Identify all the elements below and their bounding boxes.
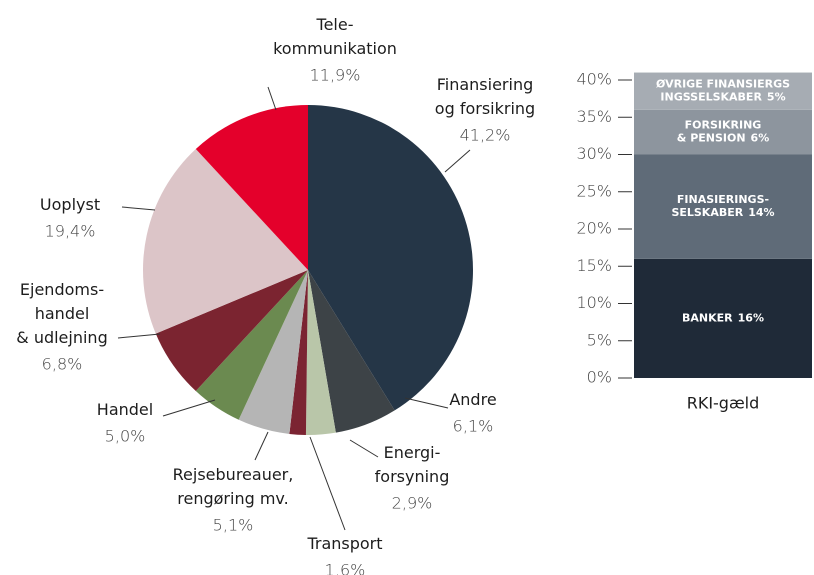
- bar-segment: [634, 72, 812, 110]
- slice-value: 1.6%: [325, 561, 366, 575]
- slice-label: Tele-kommunikation: [273, 15, 397, 58]
- pie-slice: [238, 270, 308, 434]
- y-tick-label: 10%: [576, 293, 612, 312]
- y-tick-label: 20%: [576, 219, 612, 238]
- leader-line: [254, 431, 269, 461]
- y-tick-label: 0%: [587, 368, 612, 387]
- slice-label: Transport: [306, 534, 382, 553]
- pie-slice: [308, 105, 473, 411]
- slice-label: Handel: [97, 400, 153, 419]
- leader-line: [349, 439, 379, 458]
- pie-slice: [308, 270, 395, 433]
- y-tick-label: 30%: [576, 144, 612, 163]
- y-tick-label: 35%: [576, 107, 612, 126]
- leader-line: [121, 206, 156, 211]
- leader-line: [117, 333, 161, 339]
- leader-line: [162, 399, 216, 417]
- pie-slice: [155, 270, 308, 391]
- bar-segment: [634, 154, 812, 259]
- pie-slice: [195, 105, 308, 270]
- segment-label: FINASIERINGS-SELSKABER 14%: [671, 193, 774, 219]
- y-tick-label: 15%: [576, 256, 612, 275]
- slice-value: 41,2%: [460, 126, 511, 145]
- pie-slice: [142, 149, 308, 334]
- slice-value: 6,1%: [453, 417, 494, 436]
- segment-value: 16%: [738, 311, 764, 324]
- pie-slice: [305, 270, 336, 435]
- slice-value: 5,0%: [105, 427, 146, 446]
- y-tick-label: 40%: [576, 70, 612, 89]
- leader-line: [309, 436, 346, 531]
- slice-value: 5,1%: [213, 516, 254, 535]
- segment-value: 6%: [751, 132, 770, 145]
- segment-label: BANKER 16%: [682, 311, 764, 324]
- bar-segment: [634, 258, 812, 378]
- slice-value: 6,8%: [42, 355, 83, 374]
- slice-value: 11,9%: [310, 66, 361, 85]
- slice-label: Ejendoms-handel & udlejning: [16, 280, 107, 347]
- slice-label: Rejsebureauer, rengøring mv.: [173, 465, 294, 508]
- segment-label: FORSIKRING & PENSION 6%: [677, 119, 769, 145]
- slice-value: 19,4%: [45, 222, 96, 241]
- pie-slice: [289, 270, 308, 435]
- x-tick-label: RKI-gæld: [687, 394, 760, 413]
- slice-label: Andre: [449, 390, 496, 409]
- y-tick-label: 5%: [587, 330, 612, 349]
- y-tick-label: 25%: [576, 181, 612, 200]
- leader-line: [267, 86, 277, 111]
- slice-label: Energi-forsyning: [375, 443, 450, 486]
- slice-value: 2,9%: [392, 494, 433, 513]
- bar-segment: [634, 109, 812, 155]
- pie-slice: [195, 270, 308, 420]
- slice-label: Finansiering og forsikring: [435, 75, 535, 118]
- segment-label: ØVRIGE FINANSIERGS INGSSELSKABER 5%: [656, 78, 790, 104]
- segment-value: 5%: [767, 91, 786, 104]
- leader-line: [404, 397, 449, 409]
- leader-line: [444, 149, 471, 173]
- segment-value: 14%: [748, 206, 774, 219]
- slice-label: Uoplyst: [40, 195, 100, 214]
